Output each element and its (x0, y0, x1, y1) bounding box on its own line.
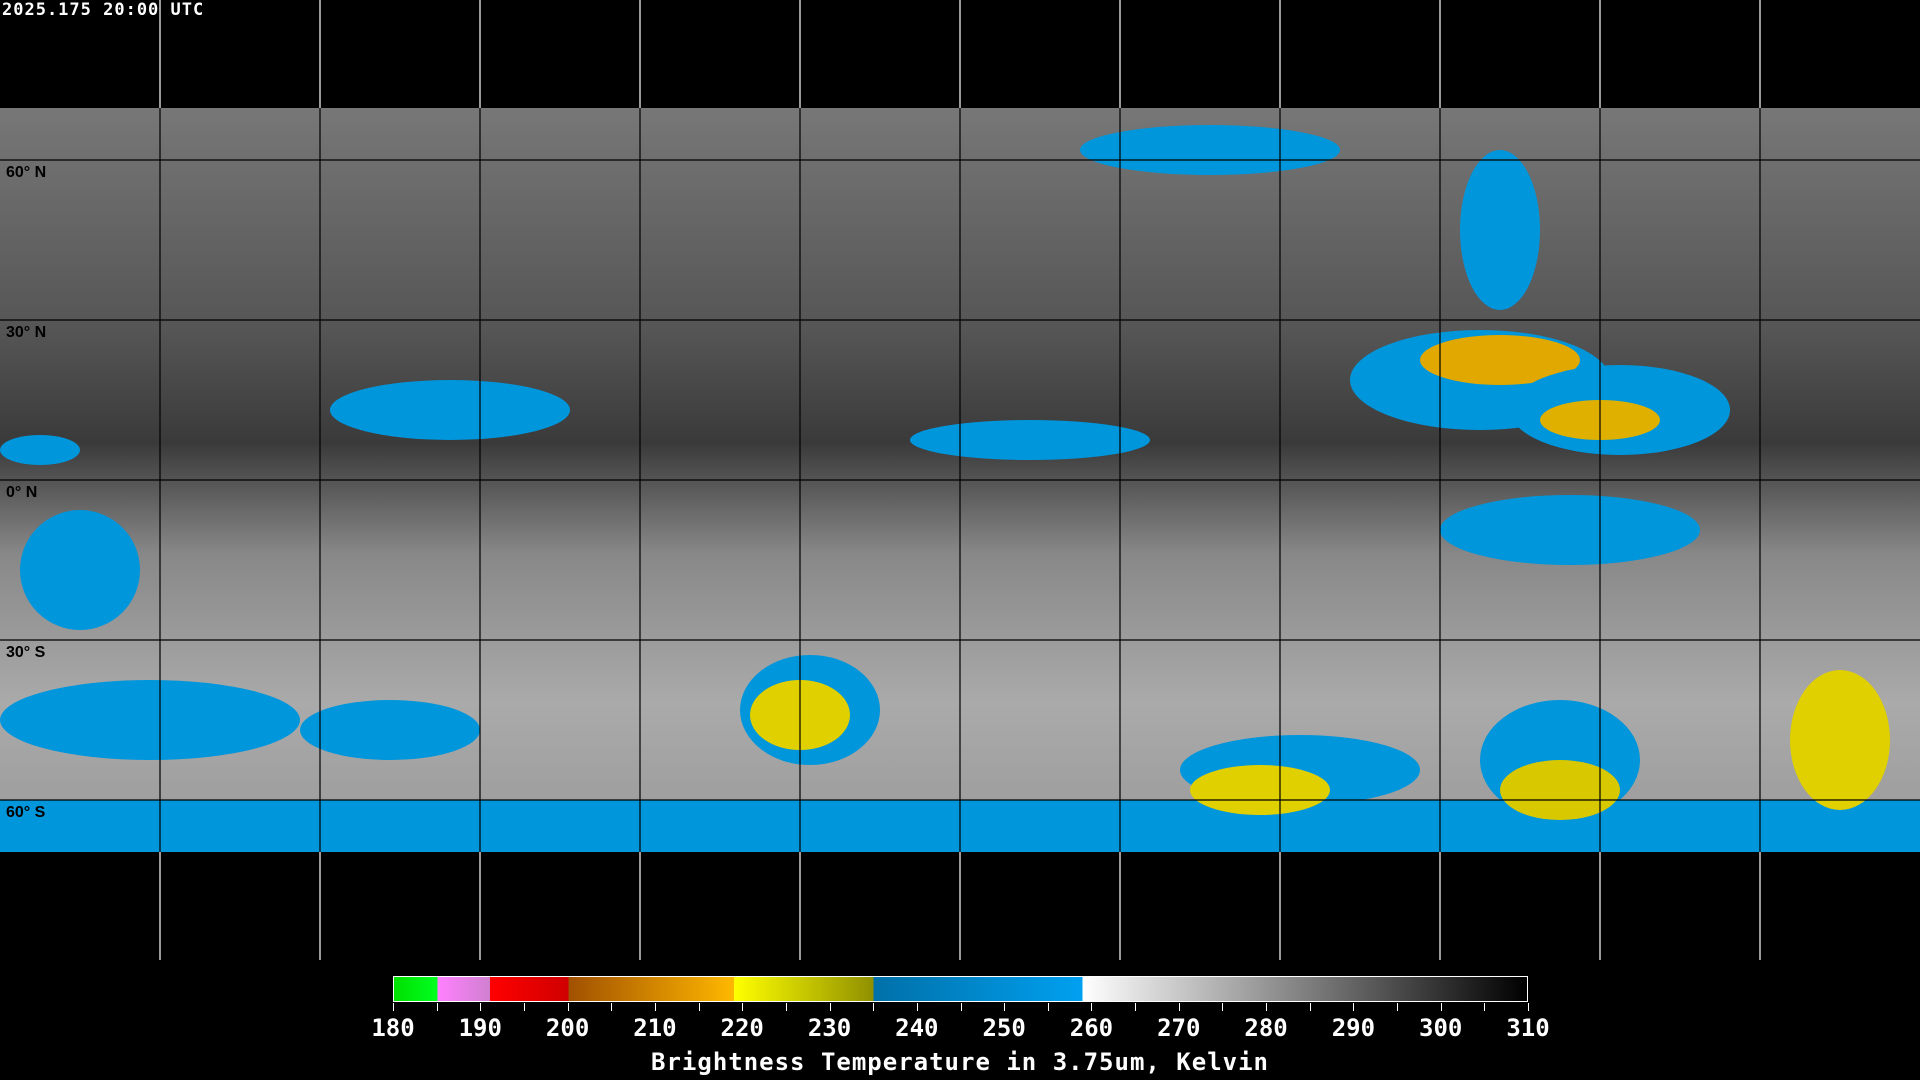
brightness-temperature-image (0, 0, 1920, 960)
colorbar-tick-label: 310 (1506, 1014, 1550, 1042)
colorbar-tick (567, 1003, 569, 1011)
colorbar (393, 976, 1528, 1002)
lat-label-0n: 0° N (6, 484, 38, 501)
satellite-map: 2025.175 20:00 UTC 60° N 30° N 0° N 30° … (0, 0, 1920, 960)
colorbar-tick-label: 210 (633, 1014, 677, 1042)
colorbar-tick-label: 230 (807, 1014, 852, 1042)
lat-label-30s: 30° S (6, 644, 46, 661)
colorbar-tick (611, 1003, 613, 1011)
lat-label-30n: 30° N (6, 324, 47, 341)
colorbar-tick (393, 1003, 394, 1011)
colorbar-tick (960, 1003, 962, 1011)
lat-label-60n: 60° N (6, 164, 47, 181)
colorbar-tick (1222, 1003, 1224, 1011)
colorbar-tick (1440, 1003, 1442, 1011)
colorbar-tick (873, 1003, 875, 1011)
colorbar-tick (1047, 1003, 1049, 1011)
colorbar-tick-label: 220 (720, 1014, 764, 1042)
colorbar-tick (1178, 1003, 1180, 1011)
colorbar-tick-label: 180 (371, 1014, 415, 1042)
colorbar-tick (1353, 1003, 1355, 1011)
colorbar-tick-label: 240 (895, 1014, 939, 1042)
colorbar-tick (698, 1003, 700, 1011)
colorbar-tick-label: 270 (1157, 1014, 1201, 1042)
colorbar-tick-label: 260 (1069, 1014, 1114, 1042)
colorbar-tick (436, 1003, 438, 1011)
colorbar-tick (1091, 1003, 1093, 1011)
colorbar-tick (742, 1003, 744, 1011)
lat-label-60s: 60° S (6, 804, 46, 821)
colorbar-tick-label: 280 (1244, 1014, 1288, 1042)
colorbar-tick-label: 200 (545, 1014, 590, 1042)
colorbar-tick (1309, 1003, 1311, 1011)
colorbar-tick (1004, 1003, 1006, 1011)
colorbar-tick-label: 290 (1331, 1014, 1376, 1042)
colorbar-tick (523, 1003, 525, 1011)
colorbar-tick (1528, 1003, 1529, 1011)
lat-lon-grid (159, 0, 1761, 960)
colorbar-title: Brightness Temperature in 3.75um, Kelvin (651, 1048, 1269, 1076)
timestamp: 2025.175 20:00 UTC (2, 0, 205, 20)
colorbar-tick (1135, 1003, 1137, 1011)
colorbar-tick (916, 1003, 918, 1011)
colorbar-tick-label: 250 (982, 1014, 1026, 1042)
colorbar-tick (1397, 1003, 1399, 1011)
colorbar-tick (1484, 1003, 1486, 1011)
colorbar-tick (785, 1003, 787, 1011)
colorbar-tick (480, 1003, 482, 1011)
colorbar-tick-label: 300 (1419, 1014, 1463, 1042)
colorbar-tick (829, 1003, 831, 1011)
colorbar-tick (654, 1003, 656, 1011)
colorbar-tick-label: 190 (458, 1014, 502, 1042)
colorbar-tick (1266, 1003, 1268, 1011)
